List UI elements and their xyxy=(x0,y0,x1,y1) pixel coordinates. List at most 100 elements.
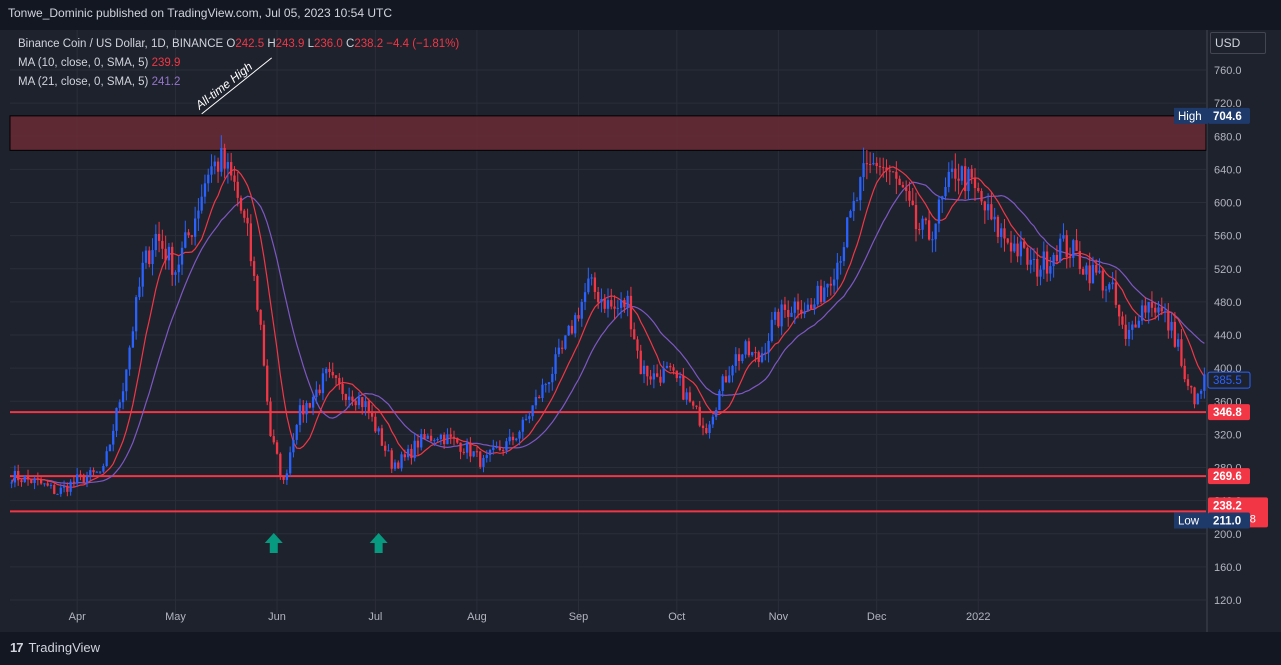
candle-body xyxy=(1095,264,1098,273)
candle-body xyxy=(1098,270,1101,273)
candle-body xyxy=(426,435,429,439)
candle-body xyxy=(1045,251,1049,274)
candle-body xyxy=(1055,254,1059,262)
candle-body xyxy=(521,419,524,432)
candle-body xyxy=(849,211,852,218)
candle-body xyxy=(482,457,485,467)
candle-body xyxy=(289,452,292,474)
candle-body xyxy=(911,200,914,205)
price-chart[interactable]: All-time High 120.0160.0200.0240.0280.03… xyxy=(0,30,1281,632)
candle-body xyxy=(754,352,757,354)
candle-body xyxy=(980,190,983,202)
candle-body xyxy=(924,218,927,221)
candle-body xyxy=(1085,265,1088,275)
candle-body xyxy=(649,376,652,380)
candle-body xyxy=(1032,258,1036,260)
candle-body xyxy=(826,283,829,288)
candle-body xyxy=(678,376,682,379)
candle-body xyxy=(49,485,53,487)
candle-body xyxy=(98,471,102,473)
candle-body xyxy=(751,352,754,356)
candle-body xyxy=(597,291,600,303)
candle-body xyxy=(1016,243,1019,257)
candle-body xyxy=(642,365,646,375)
time-tick-label: Jun xyxy=(268,611,286,623)
candle-body xyxy=(239,197,243,211)
candle-body xyxy=(656,373,659,377)
candle-body xyxy=(721,376,724,392)
candle-body xyxy=(13,470,17,483)
candle-body xyxy=(302,405,305,415)
candle-body xyxy=(1183,365,1186,380)
candle-body xyxy=(606,300,610,309)
candle-body xyxy=(344,394,348,400)
candle-body xyxy=(1003,228,1006,239)
legend-ma21-line[interactable]: MA (21, close, 0, SMA, 5) 241.2 xyxy=(18,73,459,92)
candle-body xyxy=(151,250,154,265)
candle-body xyxy=(914,204,918,230)
candle-body xyxy=(1124,324,1127,339)
up-arrow-icon xyxy=(369,533,388,553)
candle-body xyxy=(1006,238,1009,243)
legend-close-value: 238.2 xyxy=(354,38,384,50)
candle-body xyxy=(1108,284,1111,290)
candle-body xyxy=(30,479,33,483)
price-tick-label: 560.0 xyxy=(1214,231,1242,243)
brand-row[interactable]: 17 TradingView xyxy=(10,640,1271,655)
legend-symbol: Binance Coin / US Dollar, 1D, BINANCE xyxy=(18,38,224,50)
candle-body xyxy=(564,335,567,349)
candle-body xyxy=(367,401,370,413)
candle-body xyxy=(646,365,649,377)
candle-body xyxy=(600,299,603,303)
candle-body xyxy=(1104,289,1108,291)
legend-ma10-value: 239.9 xyxy=(151,57,181,69)
candle-body xyxy=(452,436,456,438)
legend-ma10-line[interactable]: MA (10, close, 0, SMA, 5) 239.9 xyxy=(18,54,459,73)
candle-body xyxy=(970,168,973,178)
candle-body xyxy=(842,247,846,262)
high-tag-label: High xyxy=(1178,111,1202,123)
candle-body xyxy=(184,232,187,248)
candle-body xyxy=(705,428,708,433)
ma21-layer xyxy=(11,181,1205,485)
candle-body xyxy=(1029,259,1032,265)
candle-body xyxy=(439,434,443,440)
candle-body xyxy=(505,441,508,451)
candle-body xyxy=(744,341,747,355)
legend-ma10-label: MA (10, close, 0, SMA, 5) xyxy=(18,57,149,69)
candle-body xyxy=(1203,374,1206,391)
candle-body xyxy=(446,434,449,445)
candle-body xyxy=(210,166,213,175)
candle-body xyxy=(39,479,43,484)
candle-body xyxy=(420,434,423,448)
candle-body xyxy=(331,372,334,376)
up-arrow-icon xyxy=(264,533,283,553)
candle-body xyxy=(171,246,174,275)
price-axis[interactable]: 120.0160.0200.0240.0280.0320.0360.0400.0… xyxy=(1206,30,1242,632)
high-tag-value: 704.6 xyxy=(1213,111,1242,123)
time-axis[interactable]: Apr May Jun Jul Aug Sep Oct Nov Dec 2022 xyxy=(0,602,1207,623)
candle-body xyxy=(937,199,941,224)
candle-body xyxy=(157,233,161,241)
currency-button[interactable]: USD xyxy=(1210,32,1266,54)
candle-body xyxy=(698,406,701,426)
candle-body xyxy=(957,178,960,181)
candle-body xyxy=(1022,241,1026,248)
candle-body xyxy=(1019,241,1023,257)
low-tag-value-bg xyxy=(1208,512,1250,529)
candle-body xyxy=(518,431,521,439)
candle-body xyxy=(400,454,403,469)
candle-body xyxy=(1059,238,1062,262)
legend-open-label: O xyxy=(226,38,236,50)
chart-area[interactable]: All-time High 120.0160.0200.0240.0280.03… xyxy=(0,30,1281,632)
legend-low-value: 236.0 xyxy=(314,38,343,50)
candle-body xyxy=(764,352,767,354)
candle-body xyxy=(95,471,98,473)
price-tick-label: 480.0 xyxy=(1214,297,1242,309)
candle-body xyxy=(662,367,665,383)
candle-body xyxy=(737,354,741,361)
candle-body xyxy=(53,485,56,494)
candle-body xyxy=(816,285,819,305)
candle-body xyxy=(1163,311,1167,313)
candle-body xyxy=(944,187,947,197)
